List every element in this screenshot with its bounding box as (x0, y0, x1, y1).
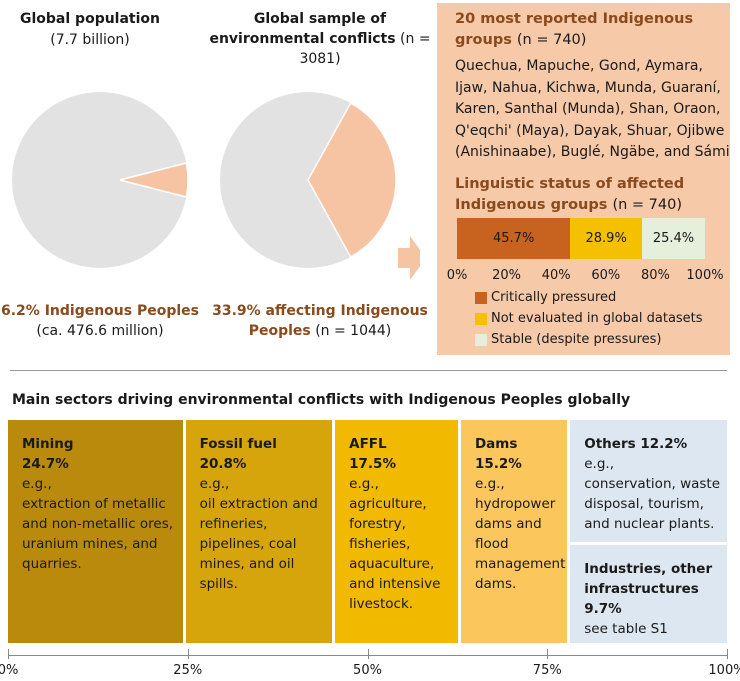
legend-item: Stable (despite pressures) (475, 332, 662, 347)
linguistic-axis: 0% 20% 40% 60% 80% 100% (447, 268, 724, 286)
sector-description: e.g., (22, 476, 52, 492)
sector-description: hydropower dams and flood management dam… (474, 496, 566, 592)
pie-slice-other (12, 92, 188, 268)
legend-label: Not evaluated in global datasets (491, 311, 703, 326)
sector-description: e.g., (199, 476, 230, 492)
sector-block-affl: AFFL 17.5% e.g., agriculture, forestry, fis… (335, 420, 458, 643)
sector-heading: Others 12.2% (584, 436, 688, 452)
legend-label: Stable (despite pressures) (491, 332, 662, 347)
sector-heading: 15.2% (474, 456, 522, 472)
sector-block-dams: Dams 15.2% e.g., hydropower dams and flood … (460, 420, 568, 643)
sector-heading: 9.7% (584, 601, 622, 617)
legend-swatch (475, 291, 487, 304)
axis-tick-mark (367, 649, 369, 659)
linguistic-segment: 28.9% (570, 218, 642, 259)
sector-block-fossil-fuel: Fossil fuel 20.8% e.g., oil extraction and … (185, 420, 333, 643)
arrow-right-icon (398, 236, 420, 280)
sector-description: e.g., (584, 456, 614, 472)
pie-conflicts (220, 92, 397, 268)
pies-svg (12, 92, 420, 280)
sector-description: e.g., (474, 476, 505, 492)
left-pie-caption: 6.2% Indigenous Peoples (1, 303, 199, 319)
sector-heading: 20.8% (199, 456, 247, 472)
linguistic-bar: 45.7% 28.9% 25.4% (457, 218, 705, 259)
sector-block-mining: Mining 24.7% e.g., extraction of metallic a… (8, 420, 183, 643)
sectors-axis: 0% 25% 50% 75% 100% (0, 645, 740, 681)
sectors-title: Main sectors driving environmental confl… (12, 392, 631, 408)
groups-list: Quechua, Mapuche, Gond, Aymara, Ijaw, Na… (455, 58, 730, 160)
linguistic-segment: 45.7% (457, 218, 571, 259)
sector-block-others: Others 12.2% e.g., conservation, waste dis… (570, 420, 727, 542)
legend-item: Not evaluated in global datasets (475, 311, 703, 326)
sector-description: see table S1 (584, 621, 668, 637)
axis-tick-mark (547, 649, 549, 659)
sectors-tick-label: 25% (173, 663, 203, 678)
pie-global-population (12, 92, 189, 268)
pie-slice-indigenous (119, 162, 189, 198)
sector-description: e.g., (349, 476, 379, 492)
legend-swatch (475, 333, 487, 346)
axis-tick-mark (8, 649, 9, 659)
sector-heading: 24.7% (22, 456, 69, 472)
sector-block-industries-other-infrastructures: Industries, other infrastructures 9.7% see… (570, 545, 727, 643)
sector-description: oil extraction and refineries, pipelines… (199, 496, 318, 592)
axis-tick-mark (187, 649, 189, 659)
pie-slice-indigenous (307, 101, 397, 259)
mid-pie-title: Global sample of environmental conflicts… (209, 11, 431, 67)
sector-heading: Industries, other infrastructures (584, 561, 713, 597)
sector-heading: 17.5% (349, 456, 396, 472)
linguistic-title: Linguistic status of affected Indigenous… (455, 176, 685, 213)
legend-item: Critically pressured (475, 290, 616, 305)
mid-pie-caption: 33.9% affecting Indigenous Peoples (n = … (212, 303, 428, 339)
sectors-tick-label: 50% (353, 663, 382, 678)
left-pie-title: Global population (20, 11, 160, 27)
linguistic-tick-label: 60% (591, 268, 621, 283)
sector-description: conservation, waste disposal, tourism, a… (584, 476, 721, 532)
linguistic-tick-label: 0% (446, 268, 468, 283)
sectors-tick-label: 0% (0, 663, 19, 678)
linguistic-tick-label: 20% (492, 268, 522, 283)
linguistic-tick-label: 40% (541, 268, 571, 283)
axis-tick-mark (727, 649, 728, 659)
linguistic-tick-label: 100% (686, 268, 724, 283)
sector-description: agriculture, forestry, fisheries, aquacu… (349, 496, 441, 612)
sectors-tick-label: 75% (532, 663, 562, 678)
legend-swatch (475, 312, 487, 325)
sectors-tick-label: 100% (708, 663, 740, 678)
linguistic-tick-label: 80% (640, 268, 670, 283)
sector-heading: AFFL (349, 436, 387, 452)
sectors-bar: Mining 24.7% e.g., extraction of metallic a… (8, 420, 727, 643)
sector-description: extraction of metallic and non-metallic … (22, 496, 174, 572)
linguistic-segment: 25.4% (642, 218, 705, 259)
left-pie-caption-sub: (ca. 476.6 million) (36, 323, 164, 339)
divider (10, 370, 727, 371)
legend-label: Critically pressured (491, 290, 617, 305)
groups-title: 20 most reported Indigenous groups (n = … (455, 11, 694, 48)
sector-heading: Mining (22, 436, 74, 452)
sector-heading: Dams (474, 436, 518, 452)
left-pie-subtitle: (7.7 billion) (50, 32, 130, 48)
sector-heading: Fossil fuel (199, 436, 277, 452)
